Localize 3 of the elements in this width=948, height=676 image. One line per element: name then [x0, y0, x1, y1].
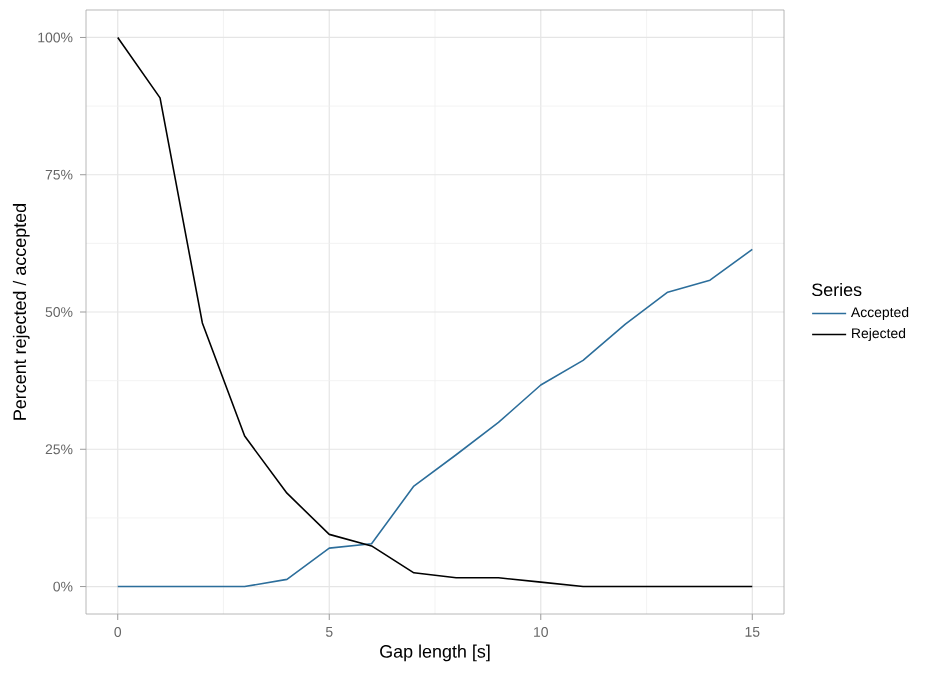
x-axis-title: Gap length [s]: [380, 644, 490, 662]
y-axis-title: Percent rejected / accepted: [12, 204, 30, 420]
legend-title: Series: [812, 282, 862, 297]
